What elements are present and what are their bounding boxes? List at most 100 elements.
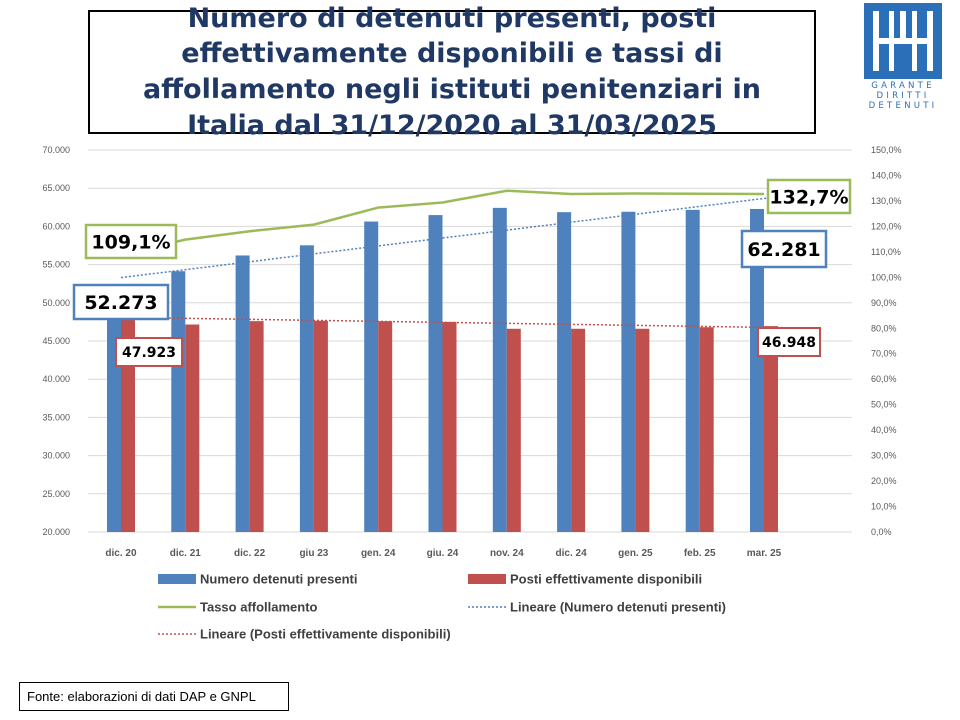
bar-posti <box>506 328 521 532</box>
right-tick-label: 140,0% <box>871 170 902 180</box>
left-tick-label: 50.000 <box>42 298 70 308</box>
right-tick-label: 20,0% <box>871 476 897 486</box>
legend-swatch <box>158 574 196 584</box>
x-tick-label: dic. 22 <box>234 548 266 559</box>
x-tick-label: gen. 25 <box>618 548 653 559</box>
trendlines <box>120 192 805 329</box>
bar-detenuti <box>235 255 250 532</box>
grid <box>88 149 852 533</box>
left-tick-label: 35.000 <box>42 412 70 422</box>
legend-label: Posti effettivamente disponibili <box>510 572 702 587</box>
right-tick-label: 80,0% <box>871 323 897 333</box>
chart-title: Numero di detenuti presenti, posti effet… <box>142 2 762 141</box>
callout-rate-end-box <box>766 178 852 215</box>
bar-detenuti <box>364 221 379 532</box>
bar-detenuti <box>107 285 121 532</box>
callout-rate-end: 132,7% <box>769 186 848 208</box>
right-tick-label: 40,0% <box>871 425 897 435</box>
right-tick-label: 70,0% <box>871 349 897 359</box>
bar-detenuti <box>299 245 314 532</box>
right-tick-label: 0,0% <box>871 527 892 537</box>
bar-posti <box>185 324 200 532</box>
callout-detenuti-end: 62.281 <box>747 239 820 261</box>
left-axis-ticks: 20.000 25.000 30.000 35.000 40.000 45.000 50.0… <box>42 145 70 537</box>
bar-detenuti <box>750 208 764 533</box>
callout-rate-start: 109,1% <box>91 231 170 253</box>
logo-line-2: DIRITTI <box>876 91 930 101</box>
x-tick-label: nov. 24 <box>490 548 524 559</box>
bar-detenuti <box>171 271 186 532</box>
callout-rate-start-box <box>84 223 178 260</box>
logo-text: GARANTE DIRITTI DETENUTI <box>864 81 942 111</box>
right-tick-label: 60,0% <box>871 374 897 384</box>
trendline <box>120 316 805 329</box>
left-tick-label: 65.000 <box>42 183 70 193</box>
legend-swatch <box>468 574 506 584</box>
rate-line <box>120 189 765 256</box>
left-tick-label: 20.000 <box>42 527 70 537</box>
trendline <box>120 192 805 279</box>
callout-posti-end: 46.948 <box>762 335 816 351</box>
callout-posti-start: 47.923 <box>122 345 176 361</box>
x-tick-label: mar. 25 <box>747 548 782 559</box>
bar-posti <box>764 326 778 532</box>
bar-detenuti <box>428 215 443 532</box>
bar-posti <box>699 327 714 532</box>
callout-detenuti-start: 52.273 <box>84 292 157 314</box>
right-axis-ticks: 0,0% 10,0% 20,0% 30,0% 40,0% 50,0% 60,0% 70,0% 8… <box>871 145 902 537</box>
legend-label: Tasso affollamento <box>200 600 318 615</box>
bar-posti <box>313 320 328 532</box>
bar-posti <box>442 321 457 532</box>
left-tick-label: 30.000 <box>42 451 70 461</box>
right-tick-label: 10,0% <box>871 502 897 512</box>
right-tick-label: 120,0% <box>871 221 902 231</box>
logo-line-1: GARANTE <box>871 81 935 91</box>
legend-label: Lineare (Posti effettivamente disponibil… <box>200 627 451 642</box>
bar-detenuti <box>557 212 572 533</box>
right-tick-label: 90,0% <box>871 298 897 308</box>
x-tick-label: giu 23 <box>299 548 328 559</box>
right-tick-label: 150,0% <box>871 145 902 155</box>
callout-detenuti-end-box <box>740 229 828 269</box>
left-tick-label: 45.000 <box>42 336 70 346</box>
source-note: Fonte: elaborazioni di dati DAP e GNPL <box>19 682 289 711</box>
callout-detenuti-start-box <box>72 283 170 321</box>
bar-detenuti <box>621 211 636 532</box>
x-axis-ticks: dic. 20 dic. 21 dic. 22 giu 23 gen. 24 giu. 2… <box>105 548 781 559</box>
right-tick-label: 30,0% <box>871 451 897 461</box>
x-tick-label: feb. 25 <box>684 548 716 559</box>
bar-posti <box>378 321 393 532</box>
bar-posti <box>635 328 650 532</box>
left-tick-label: 25.000 <box>42 489 70 499</box>
garante-logo: GARANTE DIRITTI DETENUTI <box>864 3 942 111</box>
callout-posti-end-box <box>757 327 821 357</box>
left-tick-label: 60.000 <box>42 221 70 231</box>
bar-posti <box>121 318 135 532</box>
callout-posti-start-box <box>115 337 183 367</box>
right-tick-label: 110,0% <box>871 247 901 257</box>
x-tick-label: giu. 24 <box>427 548 459 559</box>
rate-line-path <box>120 189 765 256</box>
bar-posti <box>249 321 264 532</box>
source-text: Fonte: elaborazioni di dati DAP e GNPL <box>27 689 256 704</box>
left-tick-label: 70.000 <box>42 145 70 155</box>
left-tick-label: 40.000 <box>42 374 70 384</box>
chart-title-box: Numero di detenuti presenti, posti effet… <box>88 3 816 141</box>
building-icon <box>864 3 942 79</box>
callouts: 109,1% 132,7% 52.273 62.281 47.923 46.948 <box>72 178 852 367</box>
legend-label: Numero detenuti presenti <box>200 572 357 587</box>
x-tick-label: dic. 21 <box>170 548 202 559</box>
right-tick-label: 130,0% <box>871 196 902 206</box>
left-tick-label: 55.000 <box>42 260 70 270</box>
bars <box>107 207 778 533</box>
x-tick-label: dic. 20 <box>105 548 137 559</box>
legend: Numero detenuti presenti Posti effettivam… <box>158 572 726 642</box>
bar-detenuti <box>685 209 700 532</box>
right-tick-label: 50,0% <box>871 400 897 410</box>
right-tick-label: 100,0% <box>871 272 902 282</box>
bar-detenuti <box>492 207 507 532</box>
chart: 20.000 25.000 30.000 35.000 40.000 45.000 50.0… <box>42 145 902 642</box>
bar-posti <box>571 328 586 532</box>
x-tick-label: gen. 24 <box>361 548 396 559</box>
logo-line-3: DETENUTI <box>868 101 938 111</box>
